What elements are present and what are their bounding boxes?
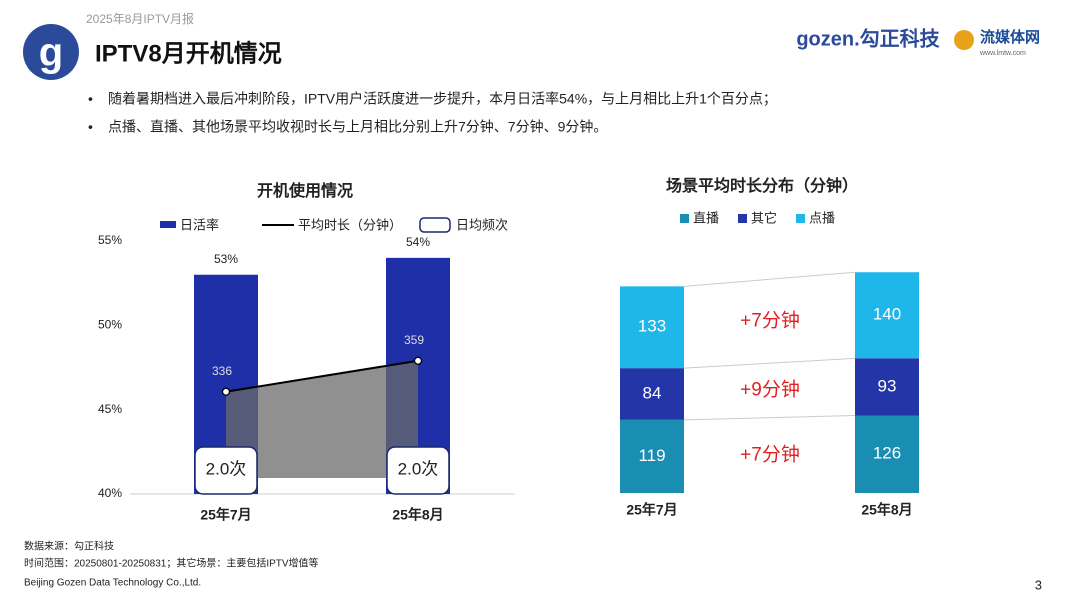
bullet-dot: • <box>88 91 93 107</box>
legend-swatch <box>419 217 451 233</box>
label-box <box>194 446 258 495</box>
bar-segment <box>855 415 919 493</box>
label-box <box>386 446 450 495</box>
connector <box>683 415 856 421</box>
data-label: 2.0次 <box>398 459 439 478</box>
slide-title: IPTV8月开机情况 <box>95 40 282 67</box>
page-number: 3 <box>1035 577 1042 592</box>
logo-url: www.lmtw.com <box>979 50 1026 57</box>
legend-label: 其它 <box>751 210 777 225</box>
legend-swatch <box>796 214 805 223</box>
legend-swatch <box>738 214 747 223</box>
legend-label: 直播 <box>693 210 719 225</box>
logo-text: 流媒体网 <box>980 28 1040 46</box>
legend-swatch <box>680 214 689 223</box>
annotation: +9分钟 <box>740 378 800 400</box>
data-label: 140 <box>873 305 901 324</box>
bar-segment <box>620 368 684 420</box>
y-tick-label: 55% <box>98 233 122 247</box>
legend-label: 点播 <box>809 210 835 225</box>
point <box>221 387 231 396</box>
footer-company: Beijing Gozen Data Technology Co.,Ltd. <box>24 578 201 589</box>
y-tick-label: 50% <box>98 318 122 332</box>
bar-segment <box>620 286 684 369</box>
data-label: 336 <box>212 364 232 378</box>
x-tick-label: 25年7月 <box>626 502 677 518</box>
line <box>225 359 419 393</box>
bullet: 随着暑期档进入最后冲刺阶段，IPTV用户活跃度进一步提升，本月日活率54%，与上… <box>108 91 777 108</box>
x-tick-label: 25年7月 <box>200 507 251 523</box>
data-label: 53% <box>214 252 238 266</box>
bullet-dot: • <box>88 119 93 135</box>
data-label: 93 <box>878 376 897 395</box>
footer-range: 时间范围：20250801-20250831；其它场景：主要包括IPTV增值等 <box>24 557 319 570</box>
data-label: 2.0次 <box>206 459 247 478</box>
connector <box>683 357 856 369</box>
data-label: 126 <box>873 444 901 463</box>
chart-title: 开机使用情况 <box>257 181 353 200</box>
data-label: 133 <box>638 317 666 336</box>
data-label: 119 <box>638 446 665 465</box>
logo-badge <box>23 24 79 80</box>
y-tick-label: 45% <box>98 402 122 416</box>
x-tick-label: 25年8月 <box>861 502 912 518</box>
connector <box>683 271 856 287</box>
legend-label: 日均频次 <box>456 217 508 232</box>
bar-segment <box>855 272 919 359</box>
data-label: 84 <box>643 383 662 402</box>
logo-letter: g <box>39 31 63 75</box>
legend-label: 日活率 <box>180 217 219 232</box>
legend-swatch <box>160 221 176 228</box>
data-label: 54% <box>406 235 430 249</box>
chart-title: 场景平均时长分布（分钟） <box>666 176 858 195</box>
point <box>413 356 423 365</box>
legend-label: 平均时长（分钟） <box>298 217 402 232</box>
bar-segment <box>855 358 919 416</box>
report-name: 2025年8月IPTV月报 <box>86 11 194 26</box>
area <box>226 360 418 478</box>
annotation: +7分钟 <box>740 309 800 331</box>
footer-source: 数据来源：勾正科技 <box>24 540 114 553</box>
bullet: 点播、直播、其他场景平均收视时长与上月相比分别上升7分钟、7分钟、9分钟。 <box>108 119 607 135</box>
bar-segment <box>620 419 684 493</box>
data-label: 359 <box>404 333 424 347</box>
y-tick-label: 40% <box>98 486 122 500</box>
logo-icon <box>954 30 974 50</box>
x-tick-label: 25年8月 <box>392 507 443 523</box>
annotation: +7分钟 <box>740 443 800 465</box>
logo-text: gozen.勾正科技 <box>796 26 940 50</box>
